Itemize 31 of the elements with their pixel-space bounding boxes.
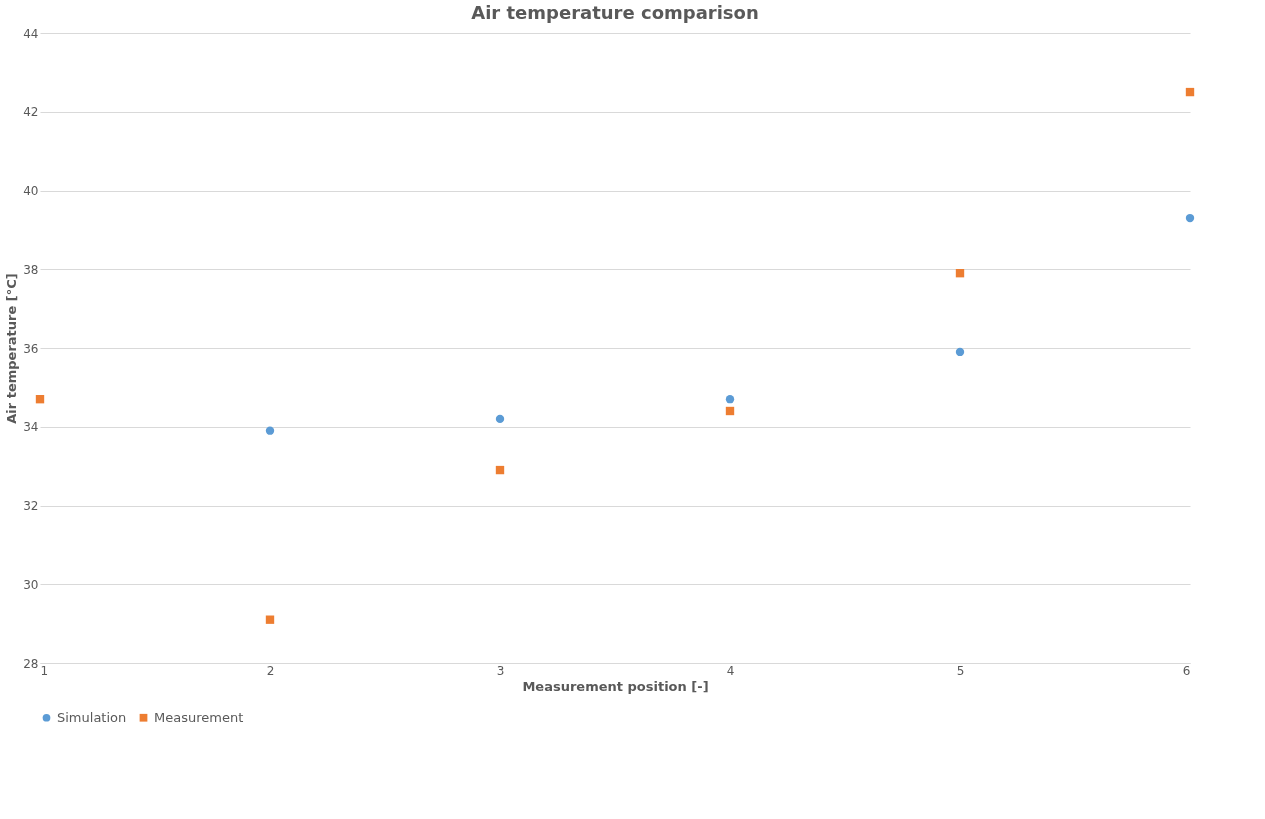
y-tick-label: 34: [23, 420, 39, 435]
point: [1185, 87, 1195, 97]
y-tick-label: 44: [23, 26, 39, 41]
point: [955, 269, 965, 278]
x-tick-label: 5: [956, 663, 965, 678]
point: [265, 426, 275, 435]
y-tick-label: 30: [23, 577, 39, 592]
point: [35, 395, 45, 404]
point: [955, 347, 965, 357]
point: [725, 406, 735, 416]
y-tick-label: 38: [23, 262, 39, 277]
y-tick-label: 40: [23, 184, 39, 198]
legend-label: Measurement: [154, 709, 244, 725]
y-tick-label: 28: [23, 656, 39, 671]
y-axis-title: Air temperature [°C]: [4, 273, 20, 424]
x-tick-label: 2: [266, 663, 275, 678]
chart-title: Air temperature comparison: [471, 2, 759, 23]
x-tick-label: 4: [726, 663, 735, 678]
point: [265, 615, 275, 624]
y-tick-label: 32: [23, 499, 39, 513]
point: [1185, 213, 1195, 223]
x-tick-label: 1: [40, 663, 49, 678]
point: [495, 414, 505, 424]
legend-label: Simulation: [57, 709, 127, 725]
y-tick-label: 36: [23, 341, 39, 356]
point: [495, 465, 505, 475]
y-tick-label: 42: [23, 105, 39, 120]
point: [725, 395, 735, 404]
x-tick-label: 3: [496, 663, 505, 678]
x-axis-title: Measurement position [-]: [522, 678, 709, 694]
x-tick-label: 6: [1182, 663, 1191, 678]
